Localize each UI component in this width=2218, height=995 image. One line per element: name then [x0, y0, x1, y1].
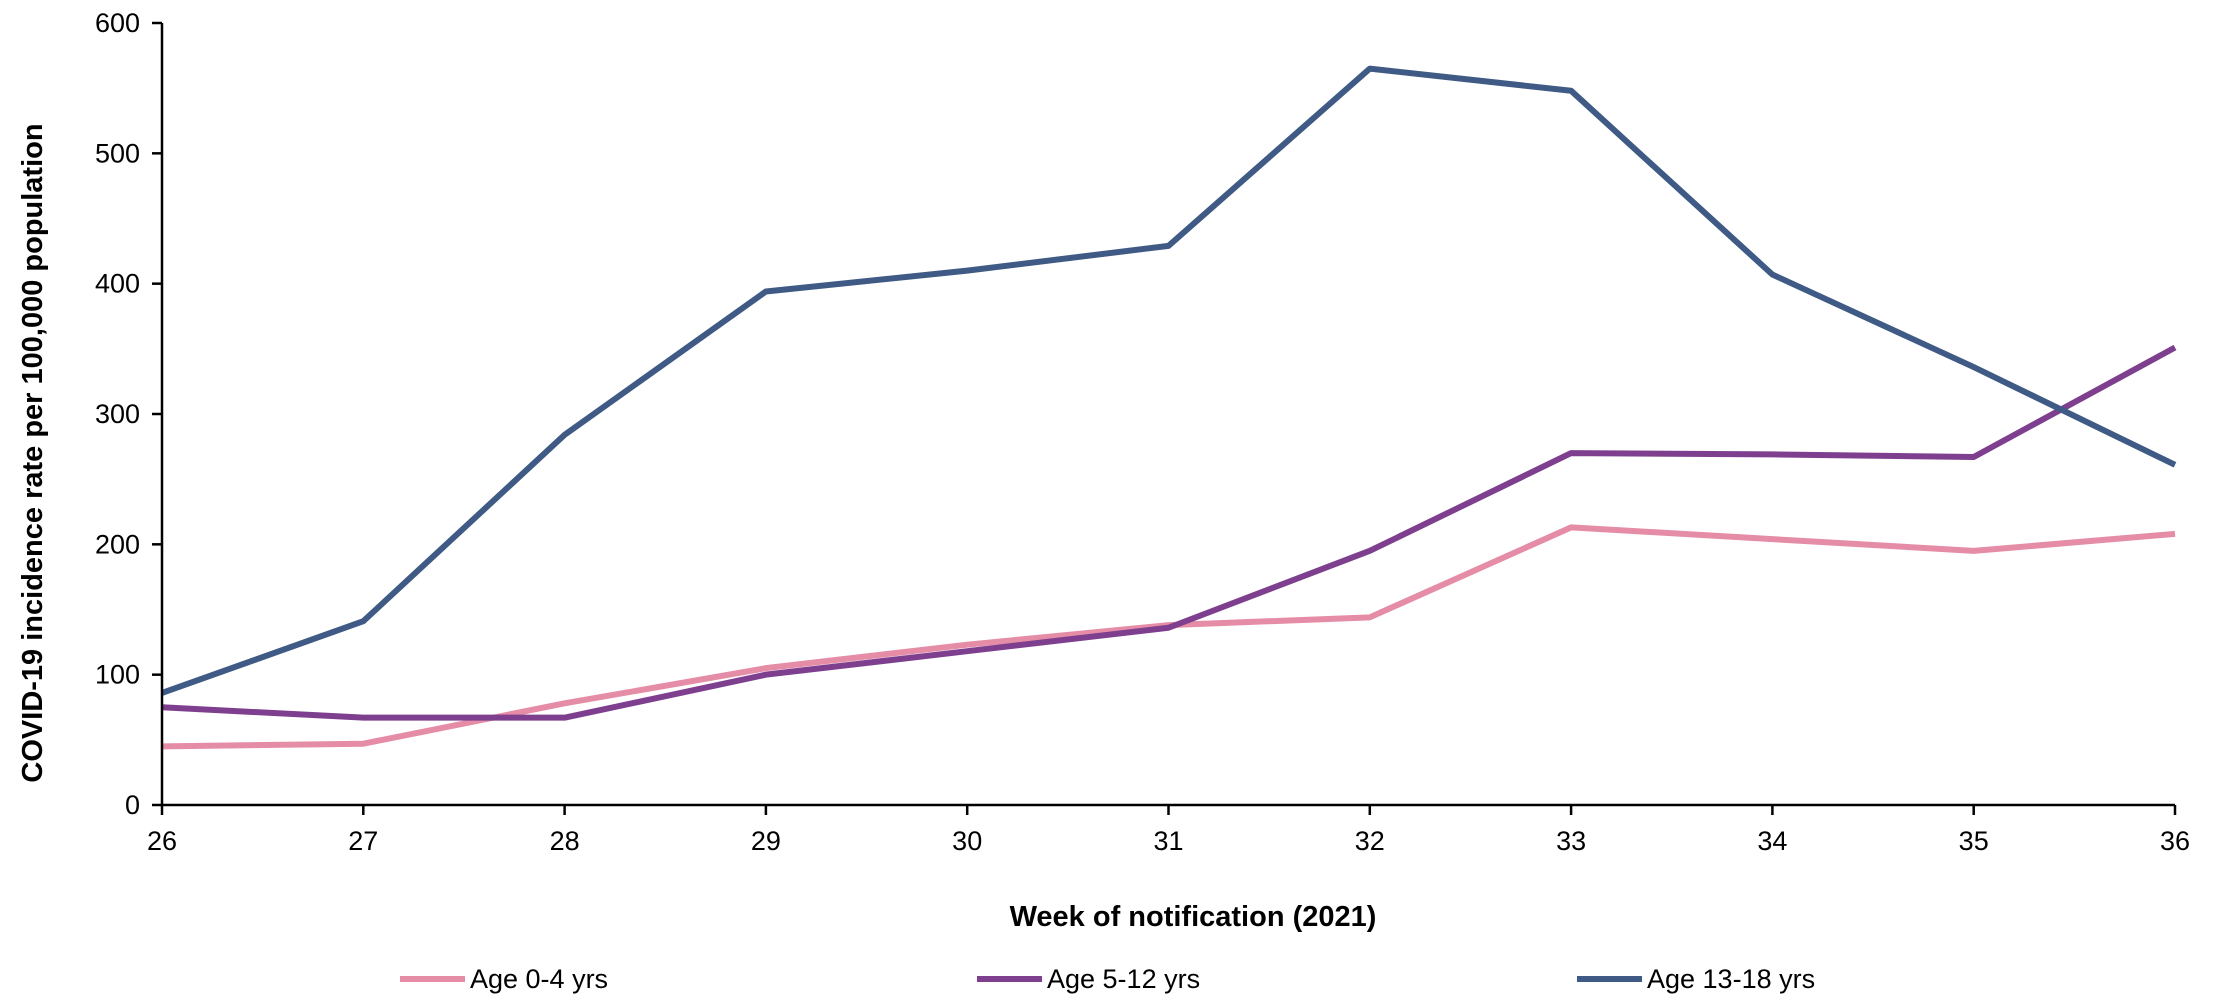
x-tick-label: 31 — [1153, 826, 1183, 856]
x-axis-tick-labels: 26 27 28 29 30 31 32 33 34 35 36 — [147, 826, 2190, 856]
y-tick-label: 0 — [125, 790, 140, 820]
x-tick-label: 28 — [550, 826, 580, 856]
legend-item: Age 13-18 yrs — [1577, 964, 1815, 994]
y-tick-label: 600 — [95, 8, 140, 38]
x-tick-label: 32 — [1355, 826, 1385, 856]
legend-item: Age 5-12 yrs — [977, 964, 1200, 994]
x-axis-ticks — [160, 805, 2177, 815]
legend-label: Age 5-12 yrs — [1047, 964, 1200, 994]
y-tick-label: 200 — [95, 529, 140, 559]
x-tick-label: 35 — [1959, 826, 1989, 856]
y-axis-ticks — [152, 21, 162, 807]
x-tick-label: 27 — [348, 826, 378, 856]
x-tick-label: 30 — [952, 826, 982, 856]
x-tick-label: 29 — [751, 826, 781, 856]
series-line-1 — [161, 524, 2176, 750]
series-line-3 — [160, 65, 2177, 696]
x-axis-title: Week of notification (2021) — [1010, 901, 1377, 933]
series-lines — [160, 65, 2177, 750]
y-tick-label: 100 — [95, 660, 140, 690]
legend: Age 0-4 yrs Age 5-12 yrs Age 13-18 yrs — [400, 964, 1815, 994]
legend-label: Age 0-4 yrs — [470, 964, 608, 994]
y-axis-tick-labels: 0 100 200 300 400 500 600 — [95, 8, 140, 820]
x-tick-label: 36 — [2160, 826, 2190, 856]
legend-item: Age 0-4 yrs — [400, 964, 608, 994]
y-tick-label: 500 — [95, 138, 140, 168]
series-line-2 — [161, 344, 2177, 721]
y-tick-label: 300 — [95, 399, 140, 429]
x-tick-label: 34 — [1757, 826, 1787, 856]
y-tick-label: 400 — [95, 269, 140, 299]
y-axis-title: COVID-19 incidence rate per 100,000 popu… — [17, 123, 49, 782]
x-tick-label: 26 — [147, 826, 177, 856]
legend-label: Age 13-18 yrs — [1647, 964, 1815, 994]
x-tick-label: 33 — [1556, 826, 1586, 856]
